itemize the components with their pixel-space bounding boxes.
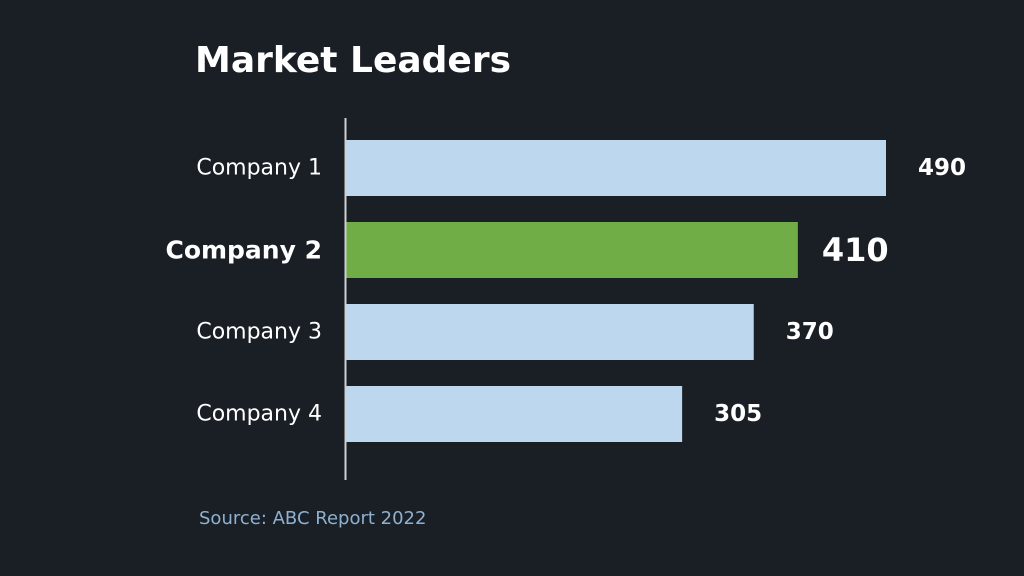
source-note: Source: ABC Report 2022 <box>199 508 427 529</box>
bar-2 <box>346 222 798 278</box>
chart-title: Market Leaders <box>195 40 512 81</box>
value-label-3: 370 <box>786 319 834 345</box>
value-label-2: 410 <box>822 231 889 269</box>
bar-1 <box>346 140 886 196</box>
category-label-4: Company 4 <box>196 402 322 427</box>
value-label-1: 490 <box>918 155 966 181</box>
value-label-4: 305 <box>714 401 762 427</box>
category-label-2: Company 2 <box>165 236 322 265</box>
category-label-3: Company 3 <box>196 320 322 345</box>
bar-3 <box>346 304 754 360</box>
bar-4 <box>346 386 683 442</box>
category-label-1: Company 1 <box>196 156 322 181</box>
